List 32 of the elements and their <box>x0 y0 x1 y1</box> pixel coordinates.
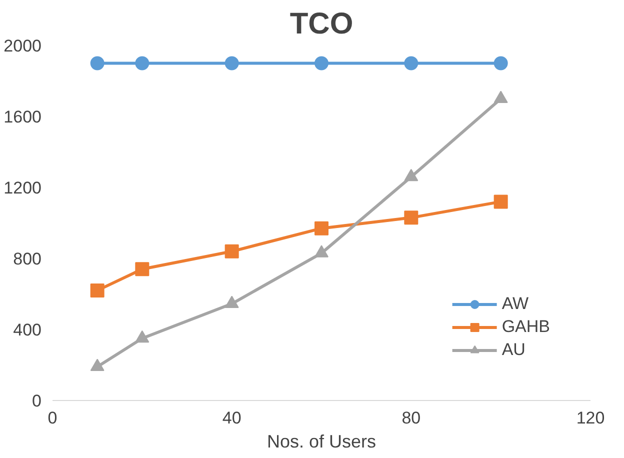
y-tick-label: 800 <box>13 250 42 268</box>
point <box>404 210 418 225</box>
y-tick-label: 1200 <box>4 178 42 198</box>
x-tick-label: 40 <box>222 408 242 428</box>
point <box>224 244 239 258</box>
point <box>314 221 328 236</box>
point <box>90 56 104 70</box>
point <box>314 245 328 258</box>
y-tick-label: 1600 <box>4 108 42 126</box>
point <box>494 56 508 70</box>
y-tick-label: 2000 <box>4 36 42 56</box>
point <box>314 56 328 70</box>
point <box>90 358 104 372</box>
point <box>224 56 239 70</box>
point <box>404 56 418 70</box>
point <box>224 296 239 308</box>
y-tick-label: 0 <box>32 392 42 410</box>
point <box>494 194 508 209</box>
x-tick-label: 120 <box>576 408 605 428</box>
legend-label: GAHB <box>502 317 550 337</box>
point <box>135 56 150 70</box>
point <box>135 262 150 276</box>
x-tick-label: 0 <box>48 408 58 428</box>
point <box>135 330 150 343</box>
x-tick-label: 80 <box>402 408 421 428</box>
legend-label: AU <box>502 340 526 360</box>
chart-title: TCO <box>290 8 354 40</box>
legend-label: AW <box>502 294 529 314</box>
x-axis-title: Nos. of Users <box>266 432 376 452</box>
point <box>90 283 104 298</box>
y-tick-label: 400 <box>13 320 42 340</box>
point <box>404 168 418 182</box>
